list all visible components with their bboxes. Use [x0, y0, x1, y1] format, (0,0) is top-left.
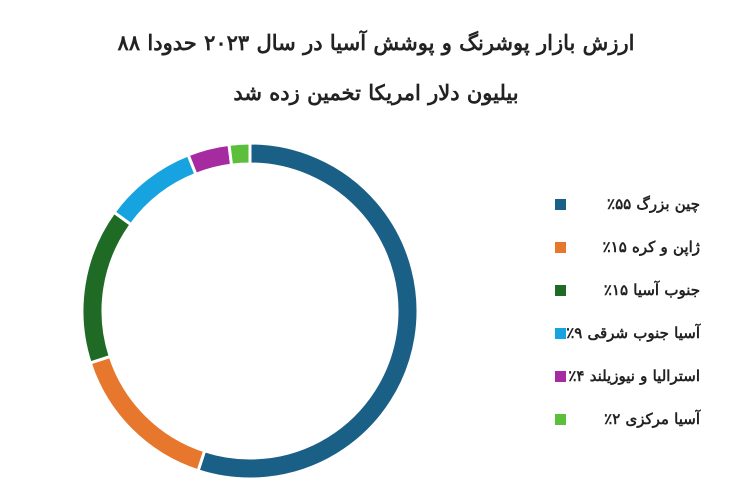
legend-label: ژاپن و کره ۱۵٪	[603, 238, 700, 257]
legend-label: استرالیا و نیوزیلند ۴٪	[568, 367, 700, 385]
legend-swatch	[555, 371, 566, 382]
legend-label: آسیا مرکزی ۲٪	[604, 409, 702, 428]
donut-segment	[80, 210, 134, 365]
donut-segment	[227, 141, 252, 167]
legend-label: جنوب آسیا ۱۵٪	[604, 280, 700, 299]
legend-swatch	[555, 328, 566, 339]
donut-segment	[186, 142, 234, 177]
donut-segment	[196, 141, 420, 481]
legend-label: آسیا جنوب شرقی ۹٪	[566, 323, 702, 342]
legend-swatch	[555, 199, 566, 210]
legend-swatch	[555, 285, 566, 296]
chart-title: ارزش بازار پوشرنگ و پوشش آسیا در سال ۲۰۲…	[117, 30, 635, 105]
donut-segment	[111, 152, 198, 227]
legend-label: چین بزرگ ۵۵٪	[607, 195, 700, 213]
legend-swatch	[555, 414, 566, 425]
donut-segment	[88, 354, 207, 473]
legend-swatch	[555, 242, 566, 253]
